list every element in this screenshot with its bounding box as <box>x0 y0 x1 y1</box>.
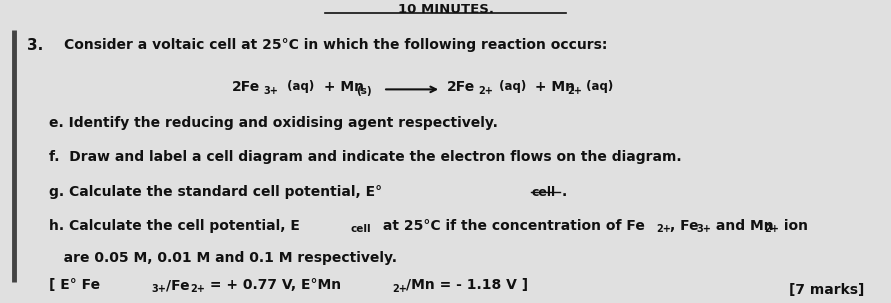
Text: [7 marks]: [7 marks] <box>789 283 864 297</box>
Text: , Fe: , Fe <box>670 219 699 233</box>
Text: e. Identify the reducing and oxidising agent respectively.: e. Identify the reducing and oxidising a… <box>49 116 498 130</box>
Text: 2+: 2+ <box>764 224 780 234</box>
Text: g. Calculate the standard cell potential, E°: g. Calculate the standard cell potential… <box>49 185 382 199</box>
Text: 10 MINUTES.: 10 MINUTES. <box>397 3 494 16</box>
Text: cell: cell <box>350 224 371 234</box>
Text: + Mn: + Mn <box>319 80 364 94</box>
Text: and Mn: and Mn <box>711 219 773 233</box>
Text: 2Fe: 2Fe <box>447 80 476 94</box>
Text: 3.: 3. <box>27 38 43 53</box>
Text: 2+: 2+ <box>478 86 494 96</box>
Text: 2+: 2+ <box>568 86 583 96</box>
Text: 2Fe: 2Fe <box>232 80 260 94</box>
Text: ion: ion <box>779 219 808 233</box>
Text: Consider a voltaic cell at 25°C in which the following reaction occurs:: Consider a voltaic cell at 25°C in which… <box>64 38 608 52</box>
Text: h. Calculate the cell potential, E: h. Calculate the cell potential, E <box>49 219 300 233</box>
Text: (s): (s) <box>356 86 372 96</box>
Text: = + 0.77 V, E°Mn: = + 0.77 V, E°Mn <box>205 278 341 292</box>
Text: 2+: 2+ <box>191 284 206 294</box>
Text: 2+: 2+ <box>392 284 407 294</box>
Text: are 0.05 M, 0.01 M and 0.1 M respectively.: are 0.05 M, 0.01 M and 0.1 M respectivel… <box>49 251 397 265</box>
Text: .: . <box>561 185 567 199</box>
Text: /Mn = - 1.18 V ]: /Mn = - 1.18 V ] <box>406 278 528 292</box>
Text: [ E° Fe: [ E° Fe <box>49 278 100 292</box>
Text: 2+: 2+ <box>656 224 671 234</box>
Text: 3+: 3+ <box>151 284 167 294</box>
Text: f.  Draw and label a cell diagram and indicate the electron flows on the diagram: f. Draw and label a cell diagram and ind… <box>49 150 682 164</box>
Text: at 25°C if the concentration of Fe: at 25°C if the concentration of Fe <box>378 219 645 233</box>
Text: + Mn: + Mn <box>530 80 576 94</box>
Text: (aq): (aq) <box>495 80 527 93</box>
Text: 3+: 3+ <box>697 224 712 234</box>
Text: (aq): (aq) <box>582 80 613 93</box>
Text: /Fe: /Fe <box>166 278 190 292</box>
Text: 3+: 3+ <box>264 86 279 96</box>
Text: cell: cell <box>531 186 555 199</box>
Text: (aq): (aq) <box>283 80 315 93</box>
